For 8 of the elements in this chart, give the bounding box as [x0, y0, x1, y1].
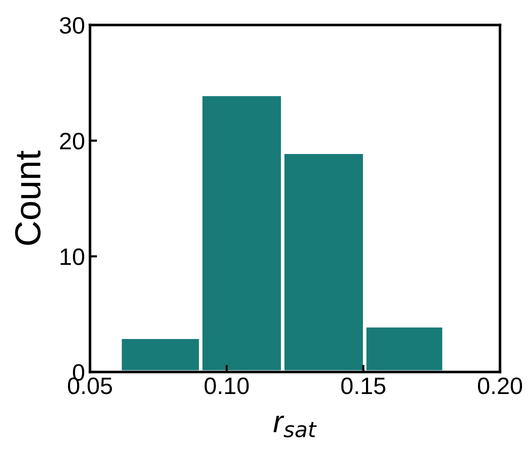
y-tick-label: 30 — [60, 17, 84, 34]
x-tick-label: 0.15 — [341, 377, 386, 394]
y-tick-label: 20 — [60, 132, 84, 150]
y-axis-title: Count — [15, 150, 41, 245]
x-tick-label: 0.10 — [204, 377, 249, 394]
x-tick-label: 0.20 — [478, 377, 522, 394]
y-tick-label: 10 — [60, 248, 84, 266]
x-axis-title: r$_{sat}$ — [274, 416, 317, 438]
